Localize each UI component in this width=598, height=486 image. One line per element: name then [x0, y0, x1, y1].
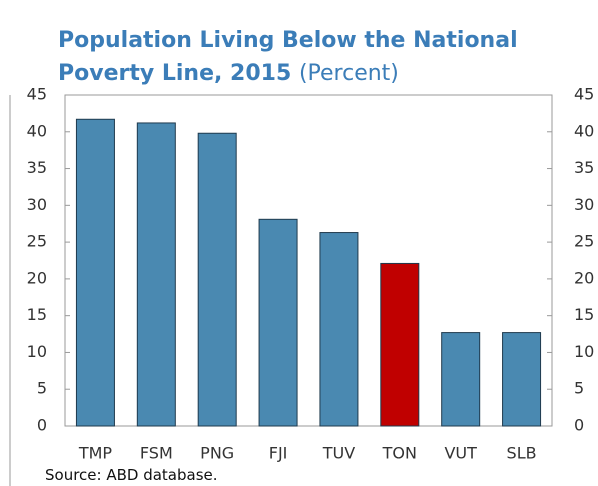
y-tick-label: 15	[27, 305, 47, 324]
x-tick-label: TON	[382, 444, 417, 463]
bar	[441, 332, 481, 427]
y2-tick-label: 15	[574, 305, 594, 324]
chart-title: Population Living Below the National Pov…	[58, 24, 528, 90]
y-tick-label: 0	[37, 416, 47, 435]
y-tick-label: 10	[27, 342, 47, 361]
bar	[258, 218, 298, 427]
bar	[75, 118, 115, 427]
bar	[197, 132, 237, 427]
x-tick-label: TUV	[322, 444, 355, 463]
x-tick-label: FJI	[269, 444, 288, 463]
bar	[380, 262, 420, 427]
y-tick-label: 5	[37, 379, 47, 398]
bar	[319, 232, 359, 427]
bar	[502, 332, 542, 427]
chart-subtitle: (Percent)	[298, 61, 399, 86]
y2-tick-label: 35	[574, 158, 594, 177]
y-tick-label: 45	[27, 85, 47, 104]
bar	[136, 122, 176, 427]
x-tick-label: SLB	[507, 444, 537, 463]
y2-tick-label: 10	[574, 342, 594, 361]
y2-tick-label: 25	[574, 232, 594, 251]
x-tick-label: PNG	[200, 444, 234, 463]
title-text: Population Living Below the National Pov…	[58, 28, 518, 86]
source-note: Source: ABD database.	[45, 466, 218, 484]
x-tick-label: FSM	[140, 444, 173, 463]
y2-tick-label: 30	[574, 195, 594, 214]
x-tick-label: VUT	[444, 444, 477, 463]
y2-tick-label: 20	[574, 268, 594, 287]
y-tick-label: 20	[27, 268, 47, 287]
y-tick-label: 40	[27, 121, 47, 140]
y-tick-label: 25	[27, 232, 47, 251]
y2-tick-label: 0	[574, 416, 584, 435]
y2-tick-label: 45	[574, 85, 594, 104]
y2-tick-label: 40	[574, 121, 594, 140]
plot-frame	[64, 94, 553, 427]
y-tick-label: 30	[27, 195, 47, 214]
x-tick-label: TMP	[78, 444, 113, 463]
y-tick-label: 35	[27, 158, 47, 177]
y2-tick-label: 5	[574, 379, 584, 398]
